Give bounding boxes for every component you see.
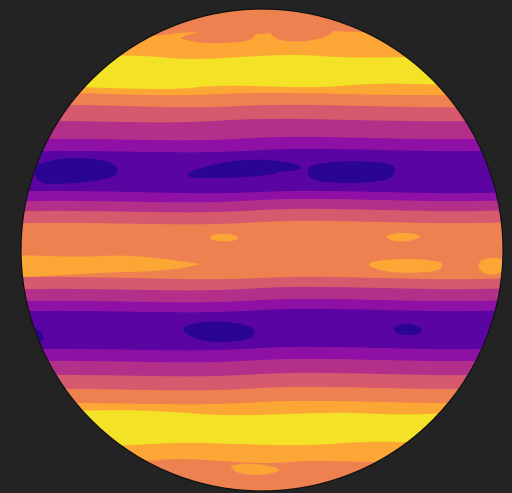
band-magenta-north: [21, 118, 503, 144]
band-yellow-north: [21, 55, 503, 90]
globe-outline: [20, 8, 504, 492]
spot-orange-eq-2: [478, 257, 503, 275]
spot-orange-eq-4: [386, 233, 420, 242]
band-salmon-top: [21, 9, 503, 36]
spot-salmon-top-1: [180, 26, 256, 44]
spot-orange-bottom: [230, 463, 280, 475]
spot-salmon-top-2: [266, 15, 336, 42]
spot-indigo-south-1: [183, 321, 255, 343]
spot-indigo-south-2: [393, 323, 422, 336]
band-salmon-bottom: [21, 457, 503, 491]
spot-orange-eq-1: [369, 259, 443, 273]
spot-indigo-north-1: [34, 158, 118, 184]
band-pink-north: [21, 104, 503, 126]
spot-indigo-north-2: [187, 159, 302, 178]
band-orange-equator: [21, 255, 200, 278]
band-salmon-north: [21, 92, 503, 110]
spot-orange-eq-3: [210, 233, 238, 242]
band-yellow-south: [21, 410, 503, 446]
band-violet-south: [21, 308, 503, 356]
spot-indigo-north-3: [307, 161, 395, 183]
